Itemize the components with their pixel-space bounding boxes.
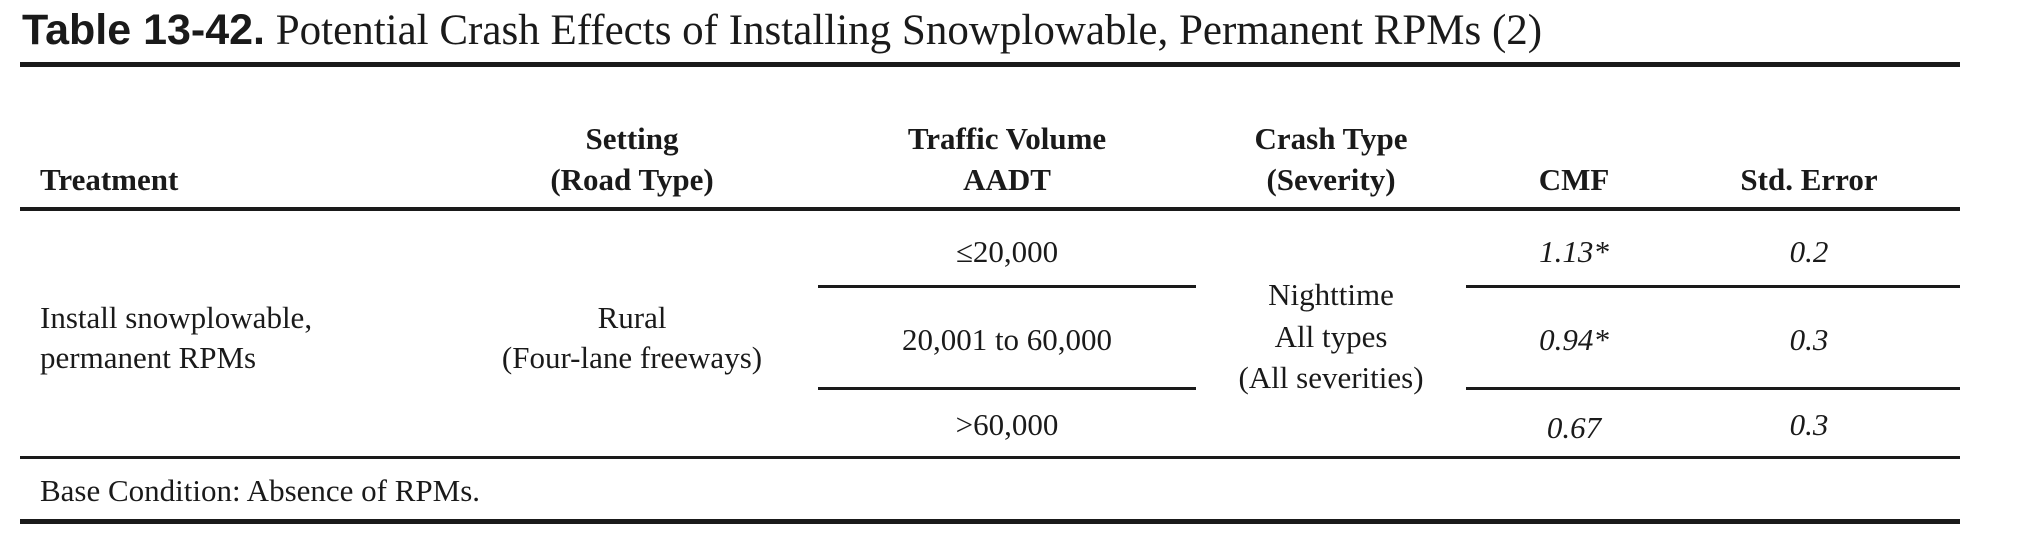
header-std-error: Std. Error <box>1740 162 1878 197</box>
row1-volume: ≤20,000 <box>955 234 1059 269</box>
bottom-rule <box>20 519 1960 524</box>
treatment-line1: Install snowplowable, <box>40 300 313 335</box>
base-condition-note: Base Condition: Absence of RPMs. <box>40 473 481 508</box>
row1-std-error: 0.2 <box>1789 234 1829 269</box>
crash-type-line2: All types <box>1274 319 1388 354</box>
cmf-row-divider-2 <box>1466 387 1960 390</box>
treatment-line2: permanent RPMs <box>40 340 257 375</box>
header-setting-line1: Setting <box>585 121 679 156</box>
header-crash-line2: (Severity) <box>1266 162 1396 197</box>
setting-line1: Rural <box>597 300 667 335</box>
table-title: Table 13-42. Potential Crash Effects of … <box>22 4 1542 57</box>
volume-row-divider-1 <box>818 285 1196 288</box>
header-setting-line2: (Road Type) <box>550 162 714 197</box>
crash-type-line1: Nighttime <box>1268 277 1394 312</box>
row3-cmf: 0.67 <box>1546 410 1602 445</box>
header-treatment: Treatment <box>40 162 179 197</box>
table-label: Table 13-42. <box>22 6 265 54</box>
cmf-row-divider-1 <box>1466 285 1960 288</box>
row2-volume: 20,001 to 60,000 <box>901 322 1113 357</box>
body-rule <box>20 456 1960 459</box>
row2-std-error: 0.3 <box>1789 322 1829 357</box>
row1-cmf: 1.13* <box>1539 234 1609 269</box>
header-volume-line1: Traffic Volume <box>907 121 1107 156</box>
header-crash-line1: Crash Type <box>1254 121 1408 156</box>
setting-line2: (Four-lane freeways) <box>501 340 763 375</box>
row3-std-error: 0.3 <box>1789 407 1829 442</box>
table-caption: Potential Crash Effects of Installing Sn… <box>275 7 1543 54</box>
title-rule <box>20 62 1960 67</box>
volume-row-divider-2 <box>818 387 1196 390</box>
header-rule <box>20 207 1960 211</box>
row3-volume: >60,000 <box>955 407 1059 442</box>
crash-type-line3: (All severities) <box>1238 360 1424 395</box>
header-cmf: CMF <box>1538 162 1610 197</box>
header-volume-line2: AADT <box>963 162 1051 197</box>
row2-cmf: 0.94* <box>1539 322 1609 357</box>
